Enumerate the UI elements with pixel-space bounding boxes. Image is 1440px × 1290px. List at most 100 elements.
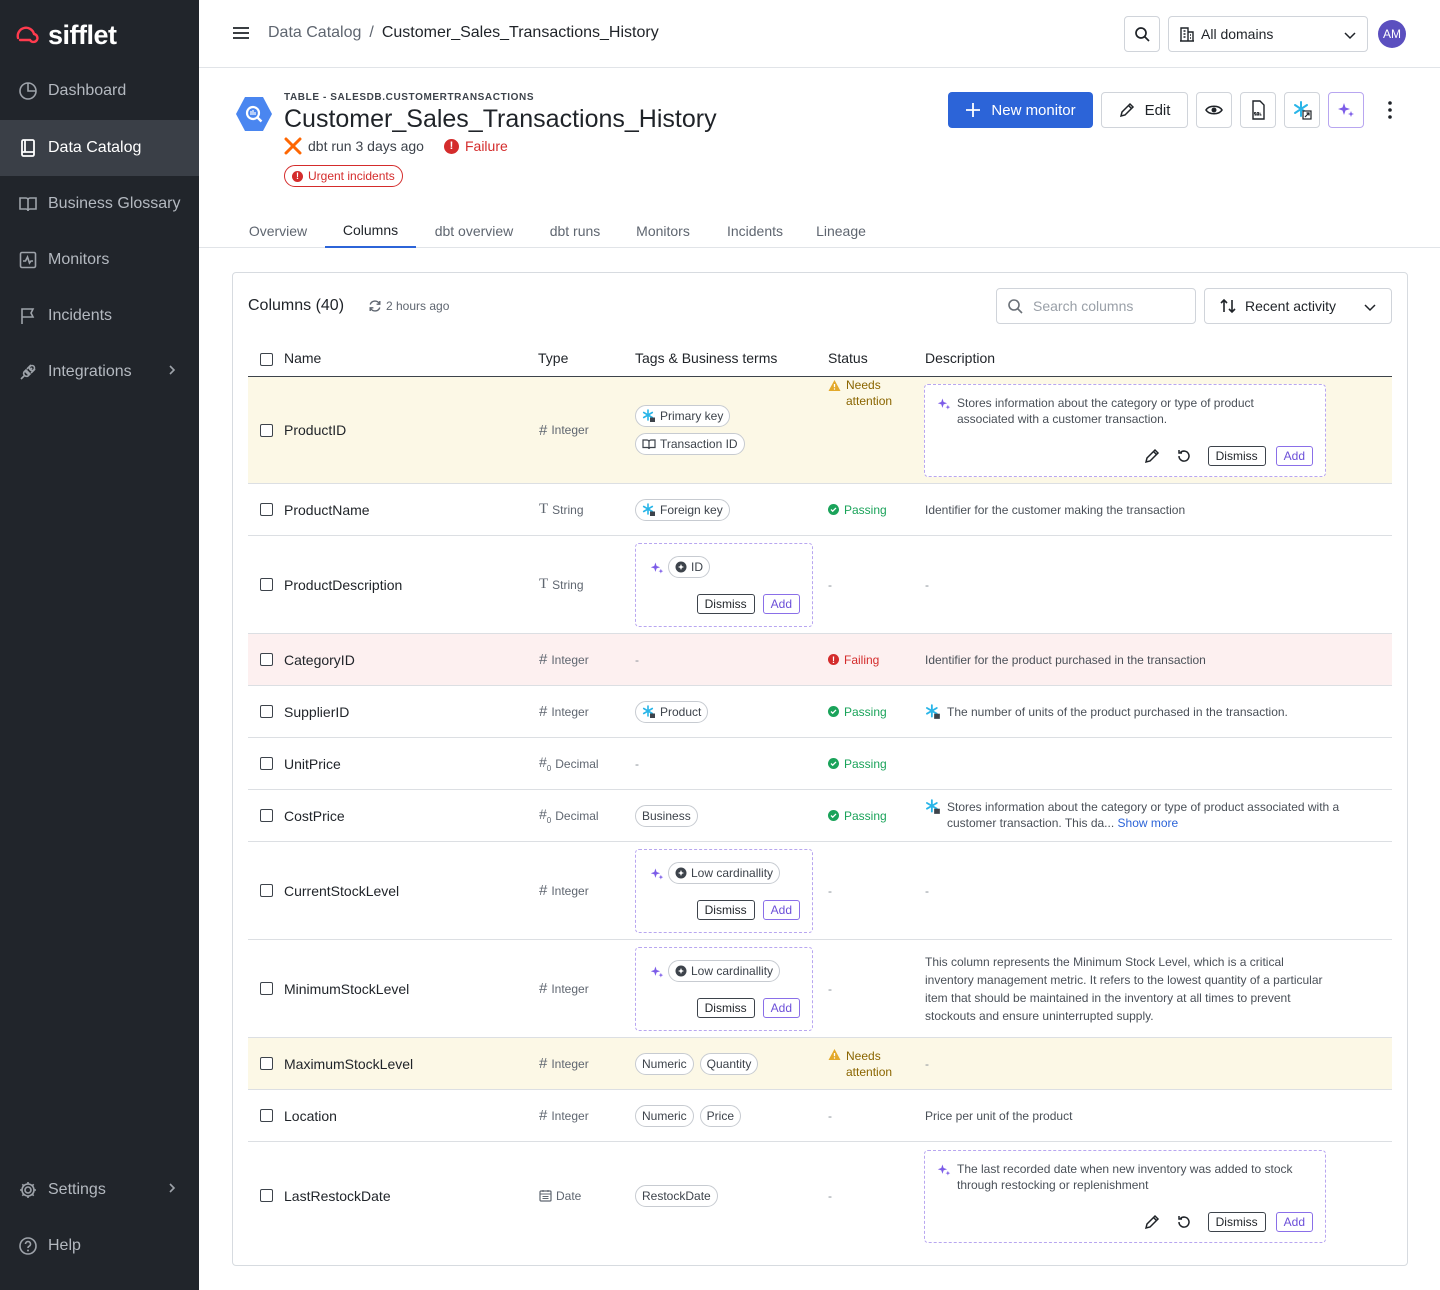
tag[interactable]: Foreign key	[635, 498, 730, 521]
pencil-icon[interactable]	[1144, 1214, 1160, 1230]
tab-monitors[interactable]: Monitors	[636, 222, 690, 239]
row-checkbox[interactable]	[260, 634, 273, 685]
column-description[interactable]: Identifier for the product purchased in …	[925, 652, 1206, 667]
sidebar-item-business-glossary[interactable]: Business Glossary	[0, 176, 199, 232]
add-button[interactable]: Add	[762, 900, 800, 920]
header-status[interactable]: Status	[828, 350, 868, 366]
tab-lineage[interactable]: Lineage	[816, 222, 866, 239]
regenerate-icon[interactable]	[1176, 448, 1192, 464]
tag[interactable]: RestockDate	[635, 1184, 718, 1207]
table-row[interactable]: MinimumStockLevel # Integer Low cardinal…	[248, 940, 1392, 1038]
row-checkbox[interactable]	[260, 377, 273, 483]
header-name[interactable]: Name	[284, 350, 322, 366]
tab-dbt-overview[interactable]: dbt overview	[434, 222, 514, 239]
search-columns-input[interactable]	[1033, 298, 1183, 314]
sort-select[interactable]: Recent activity	[1204, 288, 1392, 324]
table-row[interactable]: ProductDescription T String ID Dismiss A…	[248, 536, 1392, 634]
column-description[interactable]: Stores information about the category or…	[925, 790, 1345, 841]
row-checkbox[interactable]	[260, 842, 273, 939]
column-search[interactable]	[996, 288, 1196, 324]
table-row[interactable]: MaximumStockLevel # Integer Numeric Quan…	[248, 1038, 1392, 1090]
table-row[interactable]: UnitPrice #0 Decimal - Passing	[248, 738, 1392, 790]
column-description[interactable]: The number of units of the product purch…	[925, 686, 1345, 737]
column-name[interactable]: MinimumStockLevel	[284, 980, 410, 997]
sidebar-item-help[interactable]: Help	[0, 1218, 199, 1274]
row-checkbox[interactable]	[260, 1038, 273, 1089]
row-checkbox[interactable]	[260, 940, 273, 1037]
sidebar-item-settings[interactable]: Settings	[0, 1162, 199, 1218]
row-checkbox[interactable]	[260, 686, 273, 737]
sidebar-item-monitors[interactable]: Monitors	[0, 232, 199, 288]
column-name[interactable]: ProductName	[284, 501, 370, 518]
urgent-incidents-badge[interactable]: ! Urgent incidents	[284, 165, 403, 187]
column-description[interactable]: This column represents the Minimum Stock…	[925, 954, 1323, 1023]
global-search-button[interactable]	[1124, 16, 1160, 52]
column-name[interactable]: SupplierID	[284, 703, 350, 720]
refresh-indicator[interactable]: 2 hours ago	[368, 299, 449, 313]
suggested-tag[interactable]: Low cardinallity	[668, 862, 781, 884]
tab-dbt-runs[interactable]: dbt runs	[549, 222, 601, 239]
column-description[interactable]: Price per unit of the product	[925, 1108, 1073, 1123]
sifflet-logo[interactable]: sifflet	[14, 20, 117, 51]
row-checkbox[interactable]	[260, 536, 273, 633]
tab-columns[interactable]: Columns	[325, 213, 416, 248]
column-name[interactable]: CategoryID	[284, 651, 355, 668]
row-checkbox[interactable]	[260, 484, 273, 535]
suggested-tag[interactable]: Low cardinallity	[668, 960, 781, 982]
dismiss-button[interactable]: Dismiss	[696, 998, 755, 1018]
sidebar-item-integrations[interactable]: Integrations	[0, 344, 199, 400]
dismiss-button[interactable]: Dismiss	[1207, 446, 1266, 466]
add-button[interactable]: Add	[1275, 1212, 1313, 1232]
table-row[interactable]: CostPrice #0 Decimal Business Passing St…	[248, 790, 1392, 842]
column-description[interactable]: -	[925, 577, 929, 592]
table-row[interactable]: SupplierID # Integer Product Passing The…	[248, 686, 1392, 738]
ai-assistant-button[interactable]	[1328, 92, 1364, 128]
business-term[interactable]: Transaction ID	[635, 433, 745, 455]
row-checkbox[interactable]	[260, 1142, 273, 1249]
tag[interactable]: Primary key	[635, 405, 731, 427]
column-name[interactable]: LastRestockDate	[284, 1187, 391, 1204]
select-all-checkbox[interactable]	[260, 353, 273, 366]
header-type[interactable]: Type	[538, 350, 569, 366]
column-description[interactable]: -	[925, 883, 929, 898]
domain-select[interactable]: All domains	[1168, 16, 1368, 52]
more-options-icon[interactable]	[1381, 100, 1399, 120]
sidebar-item-dashboard[interactable]: Dashboard	[0, 63, 199, 119]
column-name[interactable]: UnitPrice	[284, 755, 341, 772]
column-name[interactable]: ProductDescription	[284, 576, 403, 593]
dismiss-button[interactable]: Dismiss	[1207, 1212, 1266, 1232]
column-name[interactable]: MaximumStockLevel	[284, 1055, 414, 1072]
pencil-icon[interactable]	[1144, 448, 1160, 464]
regenerate-icon[interactable]	[1176, 1214, 1192, 1230]
tag[interactable]: Price	[699, 1104, 742, 1127]
sidebar-item-incidents[interactable]: Incidents	[0, 288, 199, 344]
tag[interactable]: Numeric	[635, 1052, 694, 1075]
tag[interactable]: Business	[635, 804, 698, 827]
dismiss-button[interactable]: Dismiss	[696, 900, 755, 920]
suggested-tag[interactable]: ID	[668, 556, 710, 578]
table-row[interactable]: LastRestockDate Date RestockDate - The l…	[248, 1142, 1392, 1249]
column-description[interactable]: -	[925, 1056, 929, 1071]
column-name[interactable]: CurrentStockLevel	[284, 882, 400, 899]
column-description[interactable]: Identifier for the customer making the t…	[925, 502, 1186, 517]
breadcrumb-data-catalog[interactable]: Data Catalog	[268, 24, 362, 41]
column-name[interactable]: CostPrice	[284, 807, 345, 824]
tag[interactable]: Quantity	[699, 1052, 759, 1075]
dismiss-button[interactable]: Dismiss	[696, 594, 755, 614]
show-more-link[interactable]: Show more	[1117, 816, 1179, 830]
user-avatar[interactable]: AM	[1378, 20, 1406, 48]
column-name[interactable]: ProductID	[284, 422, 347, 438]
row-checkbox[interactable]	[260, 790, 273, 841]
watch-button[interactable]	[1196, 92, 1232, 128]
column-name[interactable]: Location	[284, 1107, 337, 1124]
tag[interactable]: Numeric	[635, 1104, 694, 1127]
table-row[interactable]: CategoryID # Integer - ! Failing Identif…	[248, 634, 1392, 686]
header-description[interactable]: Description	[925, 350, 996, 366]
tab-incidents[interactable]: Incidents	[726, 222, 784, 239]
add-button[interactable]: Add	[1275, 446, 1313, 466]
column-description[interactable]	[925, 738, 1345, 789]
table-row[interactable]: ProductID # Integer Primary key Transact…	[248, 377, 1392, 484]
table-row[interactable]: Location # Integer Numeric Price - Price…	[248, 1090, 1392, 1142]
snowflake-open-button[interactable]	[1284, 92, 1320, 128]
row-checkbox[interactable]	[260, 738, 273, 789]
